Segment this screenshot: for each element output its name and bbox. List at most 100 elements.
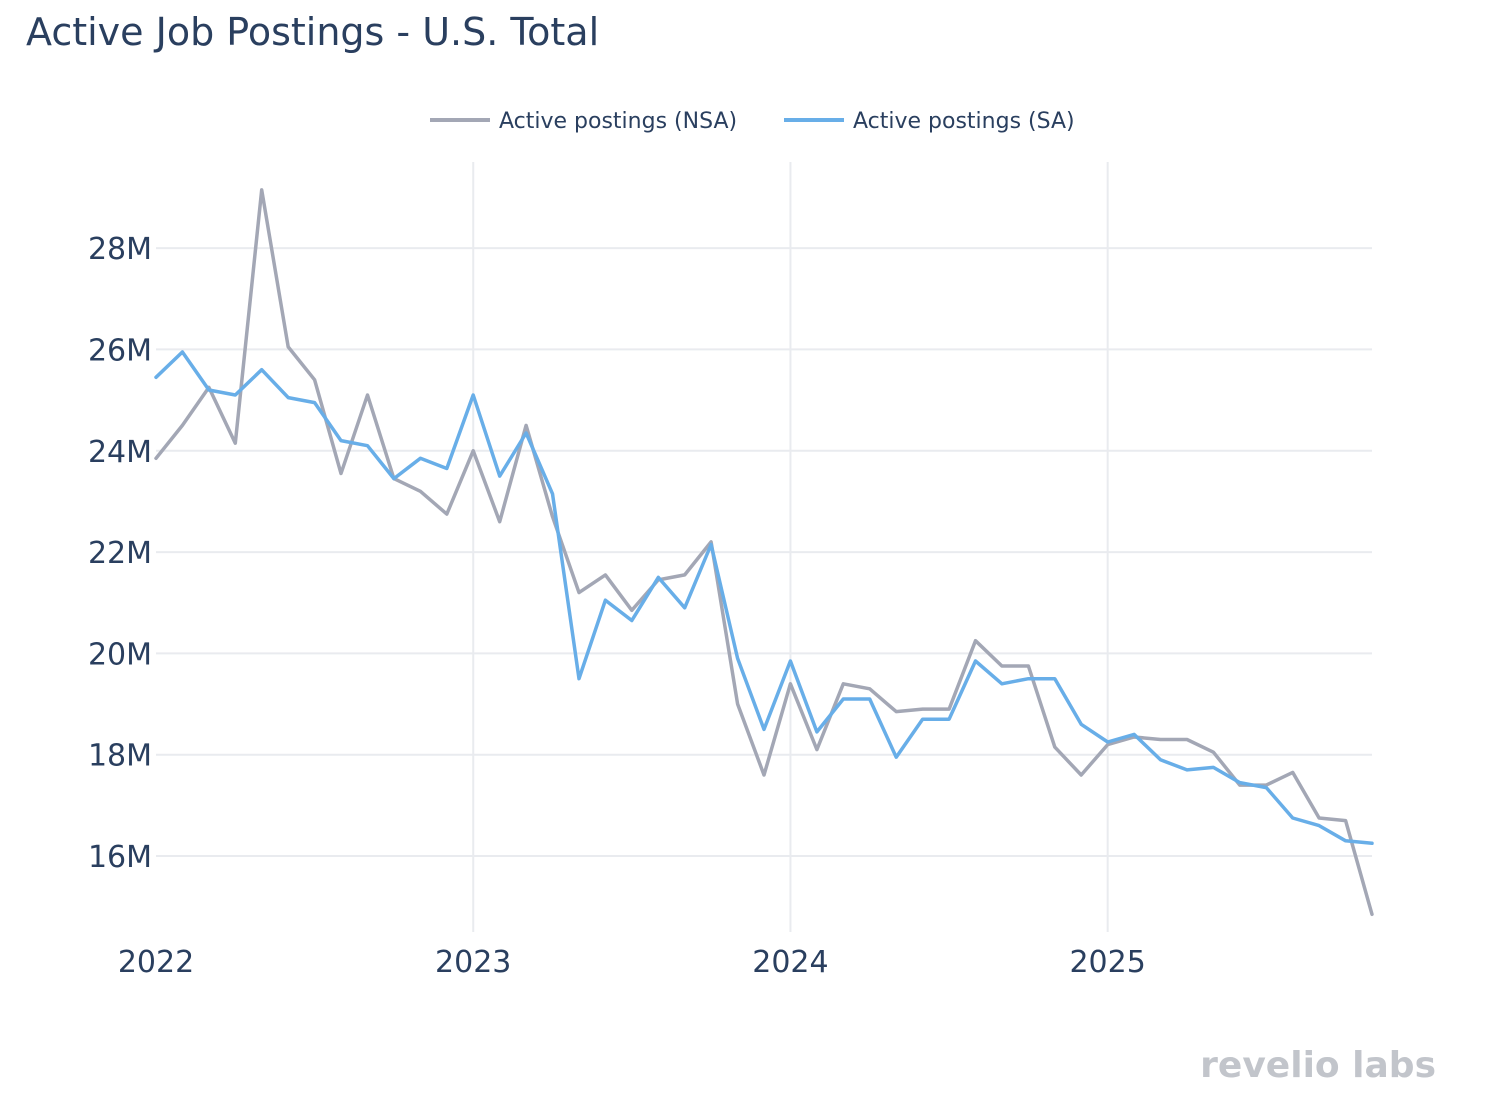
data-point-sa[interactable] (362, 440, 374, 452)
data-point-sa[interactable] (626, 615, 638, 627)
data-point-sa[interactable] (229, 389, 241, 401)
data-point-nsa[interactable] (335, 468, 347, 480)
data-point-nsa[interactable] (1022, 660, 1034, 672)
y-tick-label: 24M (88, 435, 152, 470)
legend: Active postings (NSA) Active postings (S… (430, 109, 1075, 134)
chart-title: Active Job Postings - U.S. Total (26, 10, 599, 54)
data-point-sa[interactable] (1234, 777, 1246, 789)
y-tick-label: 26M (88, 333, 152, 368)
data-point-sa[interactable] (970, 655, 982, 667)
y-axis: 16M 18M 20M 22M 24M 26M 28M (88, 232, 152, 875)
data-point-nsa[interactable] (970, 635, 982, 647)
data-point-nsa[interactable] (1340, 815, 1352, 827)
data-point-sa[interactable] (494, 470, 506, 482)
data-point-nsa[interactable] (1287, 766, 1299, 778)
data-point-nsa[interactable] (837, 678, 849, 690)
data-point-nsa[interactable] (996, 660, 1008, 672)
data-point-sa[interactable] (784, 655, 796, 667)
data-point-sa[interactable] (547, 488, 559, 500)
data-point-sa[interactable] (1155, 754, 1167, 766)
data-point-sa[interactable] (1260, 782, 1272, 794)
y-tick-label: 16M (88, 840, 152, 875)
data-point-sa[interactable] (150, 371, 162, 383)
y-tick-label: 20M (88, 637, 152, 672)
data-point-sa[interactable] (520, 427, 532, 439)
data-point-sa[interactable] (414, 452, 426, 464)
data-point-sa[interactable] (599, 594, 611, 606)
data-point-nsa[interactable] (1207, 746, 1219, 758)
data-point-nsa[interactable] (494, 516, 506, 528)
data-point-nsa[interactable] (599, 569, 611, 581)
y-tick-label: 28M (88, 232, 152, 267)
data-point-nsa[interactable] (758, 769, 770, 781)
data-point-sa[interactable] (1075, 718, 1087, 730)
data-point-sa[interactable] (1128, 728, 1140, 740)
data-point-nsa[interactable] (890, 706, 902, 718)
data-point-sa[interactable] (890, 751, 902, 763)
data-point-nsa[interactable] (573, 587, 585, 599)
data-point-sa[interactable] (1287, 812, 1299, 824)
y-tick-label: 22M (88, 536, 152, 571)
data-point-nsa[interactable] (679, 569, 691, 581)
x-tick-label: 2022 (118, 945, 194, 980)
data-point-sa[interactable] (811, 726, 823, 738)
data-point-sa[interactable] (1022, 673, 1034, 685)
data-point-sa[interactable] (1207, 761, 1219, 773)
legend-item-sa[interactable]: Active postings (SA) (784, 109, 1075, 134)
data-point-sa[interactable] (943, 713, 955, 725)
series-line-sa (154, 350, 1374, 846)
data-point-sa[interactable] (573, 673, 585, 685)
data-point-nsa[interactable] (309, 374, 321, 386)
data-point-nsa[interactable] (784, 678, 796, 690)
data-point-nsa[interactable] (229, 437, 241, 449)
data-point-nsa[interactable] (1155, 734, 1167, 746)
x-tick-label: 2023 (435, 945, 511, 980)
legend-label-nsa: Active postings (NSA) (499, 109, 737, 134)
legend-label-sa: Active postings (SA) (853, 109, 1075, 134)
data-point-sa[interactable] (388, 473, 400, 485)
data-point-sa[interactable] (256, 364, 268, 376)
data-point-nsa[interactable] (441, 508, 453, 520)
data-point-sa[interactable] (996, 678, 1008, 690)
data-point-sa[interactable] (176, 346, 188, 358)
data-point-nsa[interactable] (1049, 741, 1061, 753)
data-point-nsa[interactable] (256, 184, 268, 196)
data-point-sa[interactable] (1102, 736, 1114, 748)
plot-area (150, 184, 1378, 920)
data-point-nsa[interactable] (1075, 769, 1087, 781)
data-point-sa[interactable] (917, 713, 929, 725)
data-point-sa[interactable] (1049, 673, 1061, 685)
data-point-nsa[interactable] (414, 485, 426, 497)
data-point-sa[interactable] (837, 693, 849, 705)
data-point-sa[interactable] (864, 693, 876, 705)
data-point-nsa[interactable] (1181, 734, 1193, 746)
y-tick-label: 18M (88, 739, 152, 774)
gridlines (156, 162, 1372, 932)
data-point-sa[interactable] (1366, 837, 1378, 849)
data-point-nsa[interactable] (362, 389, 374, 401)
data-point-sa[interactable] (1340, 835, 1352, 847)
series-line-nsa (154, 188, 1374, 917)
data-point-nsa[interactable] (732, 698, 744, 710)
data-point-sa[interactable] (1313, 820, 1325, 832)
legend-item-nsa[interactable]: Active postings (NSA) (430, 109, 737, 134)
data-point-sa[interactable] (467, 389, 479, 401)
data-point-sa[interactable] (652, 571, 664, 583)
data-point-sa[interactable] (335, 435, 347, 447)
x-tick-label: 2025 (1069, 945, 1145, 980)
data-point-sa[interactable] (679, 602, 691, 614)
data-point-sa[interactable] (441, 463, 453, 475)
data-point-sa[interactable] (705, 539, 717, 551)
data-point-sa[interactable] (758, 723, 770, 735)
data-point-nsa[interactable] (176, 419, 188, 431)
data-point-sa[interactable] (732, 652, 744, 664)
data-point-sa[interactable] (309, 397, 321, 409)
data-point-nsa[interactable] (282, 341, 294, 353)
data-point-nsa[interactable] (811, 744, 823, 756)
data-point-nsa[interactable] (467, 445, 479, 457)
data-point-nsa[interactable] (1366, 908, 1378, 920)
data-point-sa[interactable] (203, 384, 215, 396)
data-point-sa[interactable] (1181, 764, 1193, 776)
data-point-sa[interactable] (282, 392, 294, 404)
x-axis: 2022 2023 2024 2025 (118, 945, 1146, 980)
